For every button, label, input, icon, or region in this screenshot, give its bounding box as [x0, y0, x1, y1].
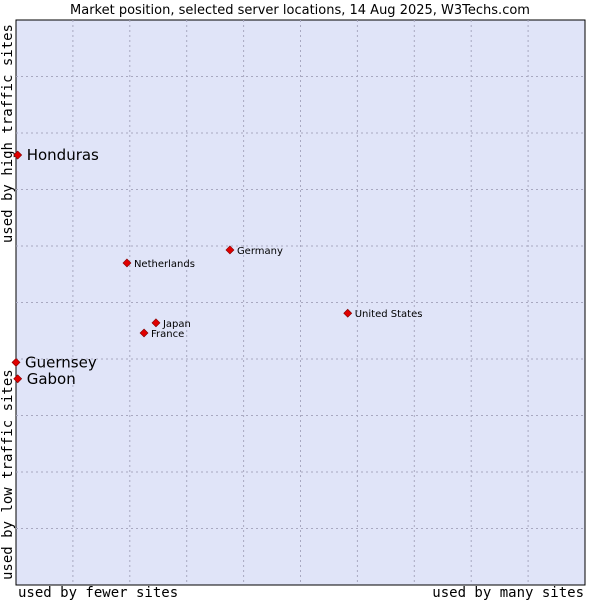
point-marker	[139, 328, 149, 338]
x-axis-label-high: used by many sites	[432, 585, 584, 600]
point-honduras: Honduras	[13, 146, 99, 164]
point-guernsey: Guernsey	[11, 353, 97, 371]
point-marker	[11, 357, 21, 367]
point-japan: Japan	[151, 318, 191, 330]
point-label: Guernsey	[25, 353, 97, 371]
point-label: Japan	[162, 319, 191, 330]
point-united-states: United States	[343, 308, 423, 320]
point-marker	[122, 258, 132, 268]
point-gabon: Gabon	[13, 370, 76, 388]
point-label: France	[151, 329, 184, 340]
point-netherlands: Netherlands	[122, 258, 195, 270]
point-marker	[13, 150, 23, 160]
x-axis-label-low: used by fewer sites	[18, 585, 178, 600]
point-marker	[13, 374, 23, 384]
point-label: United States	[355, 309, 423, 320]
point-marker	[343, 308, 353, 318]
grid	[16, 20, 585, 585]
point-marker	[225, 245, 235, 255]
point-germany: Germany	[225, 245, 283, 257]
point-marker	[151, 318, 161, 328]
point-france: France	[139, 328, 184, 340]
point-label: Germany	[237, 246, 283, 257]
y-axis-label-low: used by low traffic sites	[0, 369, 16, 580]
y-axis-label-high: used by high traffic sites	[0, 24, 16, 243]
point-label: Gabon	[27, 370, 76, 388]
chart-title: Market position, selected server locatio…	[70, 3, 530, 18]
data-points: Honduras Germany Netherlands United States J…	[11, 146, 423, 388]
point-label: Netherlands	[134, 259, 195, 270]
point-label: Honduras	[27, 146, 99, 164]
